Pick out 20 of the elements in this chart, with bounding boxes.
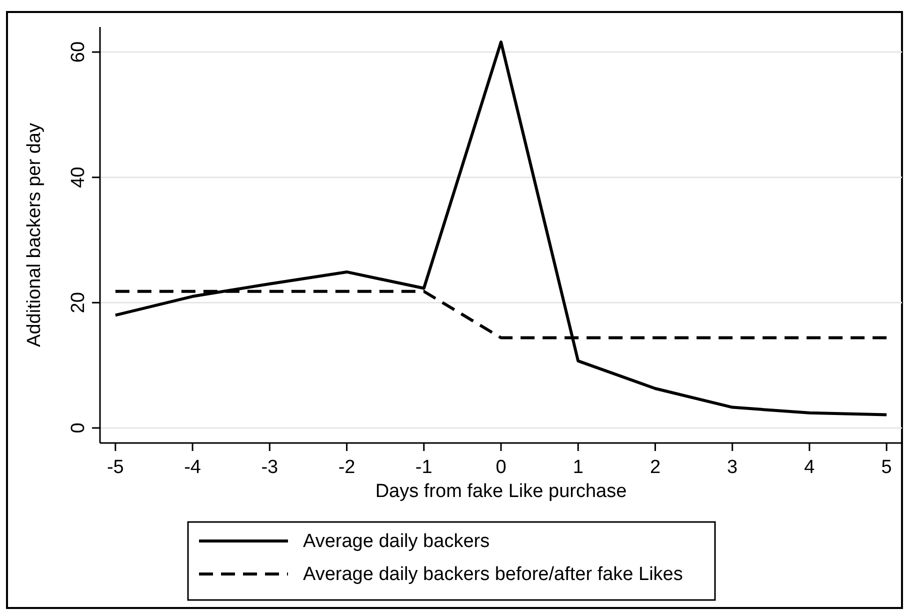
legend-label: Average daily backers xyxy=(303,531,490,552)
y-tick-label: 60 xyxy=(68,41,89,63)
x-tick-label: 5 xyxy=(881,457,892,478)
legend-label: Average daily backers before/after fake Likes xyxy=(303,564,683,585)
x-tick-label: -4 xyxy=(184,457,202,478)
y-axis-title: Additional backers per day xyxy=(24,122,45,347)
x-tick-label: -2 xyxy=(338,457,356,478)
y-tick-label: 20 xyxy=(68,292,89,314)
x-tick-label: 1 xyxy=(572,457,584,478)
y-tick-label: 40 xyxy=(68,166,89,188)
x-tick-label: -1 xyxy=(415,457,432,478)
x-tick-label: 2 xyxy=(650,457,661,478)
x-axis-title: Days from fake Like purchase xyxy=(375,481,627,502)
line-series xyxy=(114,40,888,416)
x-tick-label: 3 xyxy=(727,457,738,478)
x-tick-label: 4 xyxy=(804,457,816,478)
x-tick-label: -5 xyxy=(106,457,124,478)
x-tick-label: -3 xyxy=(261,457,278,478)
x-tick-label: 0 xyxy=(496,457,506,478)
y-tick-label: 0 xyxy=(68,422,89,434)
